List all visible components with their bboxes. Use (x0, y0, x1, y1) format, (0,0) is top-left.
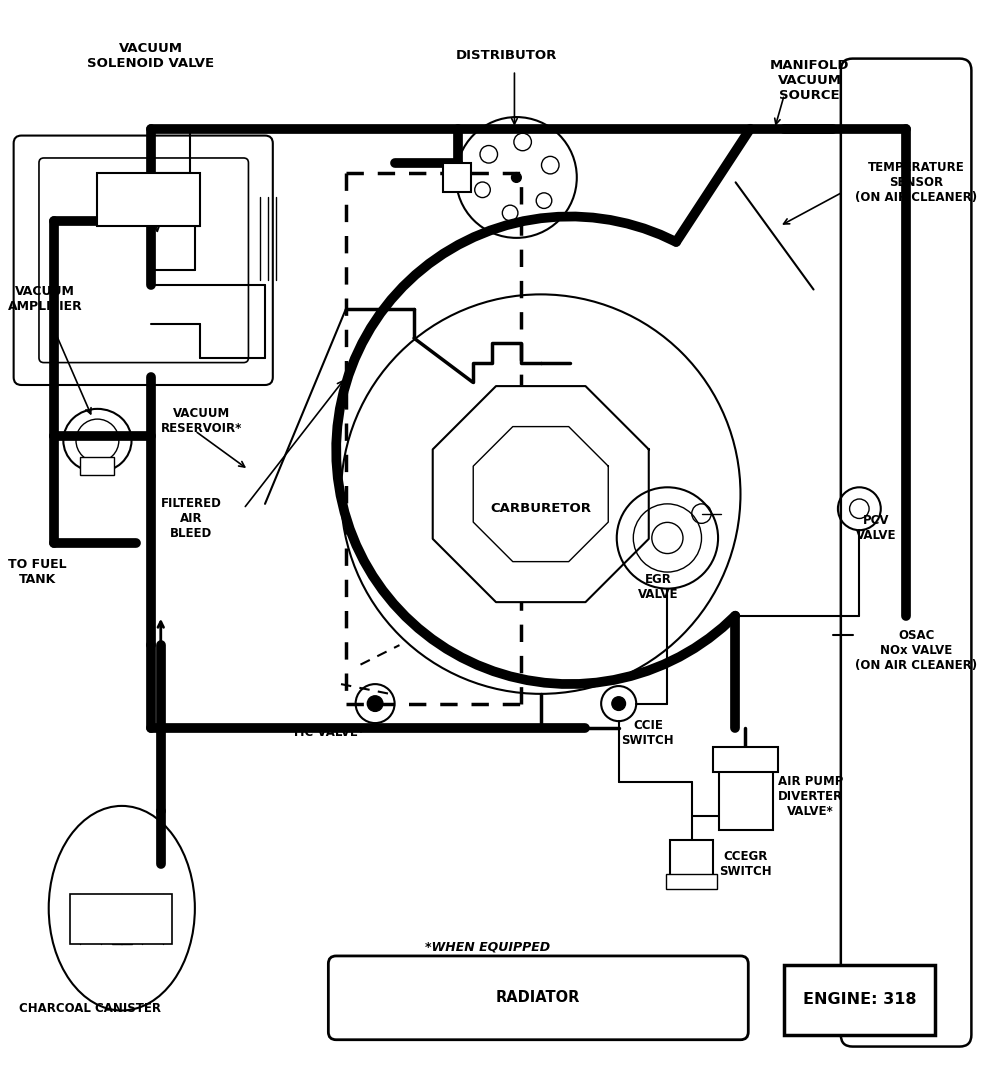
FancyBboxPatch shape (328, 956, 748, 1040)
Text: CARBURETOR: CARBURETOR (490, 502, 591, 515)
Bar (443, 163, 471, 192)
Text: TO FUEL
TANK: TO FUEL TANK (8, 558, 66, 586)
Text: VACUUM
AMPLIFIER: VACUUM AMPLIFIER (8, 285, 83, 313)
FancyBboxPatch shape (841, 59, 971, 1046)
FancyBboxPatch shape (39, 158, 248, 363)
Text: MANIFOLD
VACUUM
SOURCE: MANIFOLD VACUUM SOURCE (770, 59, 849, 102)
Text: *WHEN EQUIPPED: *WHEN EQUIPPED (425, 941, 550, 954)
Polygon shape (433, 386, 649, 602)
Text: AIR PUMP
DIVERTER
VALVE*: AIR PUMP DIVERTER VALVE* (778, 775, 843, 818)
Text: CCIE
SWITCH: CCIE SWITCH (622, 719, 674, 747)
Text: VACUUM
SOLENOID VALVE: VACUUM SOLENOID VALVE (87, 42, 215, 70)
Bar (97, 173, 200, 226)
Bar (80, 457, 114, 474)
Text: RADIATOR: RADIATOR (496, 990, 580, 1005)
Text: TIC VALVE*: TIC VALVE* (292, 726, 364, 739)
Text: DISTRIBUTOR: DISTRIBUTOR (456, 49, 557, 62)
Text: CCEGR
SWITCH: CCEGR SWITCH (719, 851, 772, 879)
Text: ENGINE: 318: ENGINE: 318 (803, 993, 916, 1008)
Bar (784, 965, 935, 1034)
Bar (670, 840, 713, 879)
Text: CHARCOAL CANISTER: CHARCOAL CANISTER (19, 1002, 161, 1015)
Circle shape (512, 173, 521, 182)
Bar (70, 894, 172, 944)
Text: PCV
VALVE: PCV VALVE (855, 514, 896, 542)
Circle shape (612, 696, 626, 710)
Text: TEMPERATURE
SENSOR
(ON AIR CLEANER): TEMPERATURE SENSOR (ON AIR CLEANER) (855, 161, 978, 204)
Text: OSAC
NOx VALVE
(ON AIR CLEANER): OSAC NOx VALVE (ON AIR CLEANER) (855, 629, 978, 672)
Bar (719, 767, 773, 831)
Text: FILTERED
AIR
BLEED: FILTERED AIR BLEED (161, 497, 222, 540)
Text: VACUUM
RESERVOIR*: VACUUM RESERVOIR* (161, 407, 242, 435)
Circle shape (367, 695, 383, 711)
Text: EGR
VALVE: EGR VALVE (638, 573, 679, 601)
Bar (713, 748, 778, 771)
Bar (666, 874, 717, 888)
FancyBboxPatch shape (14, 135, 273, 385)
